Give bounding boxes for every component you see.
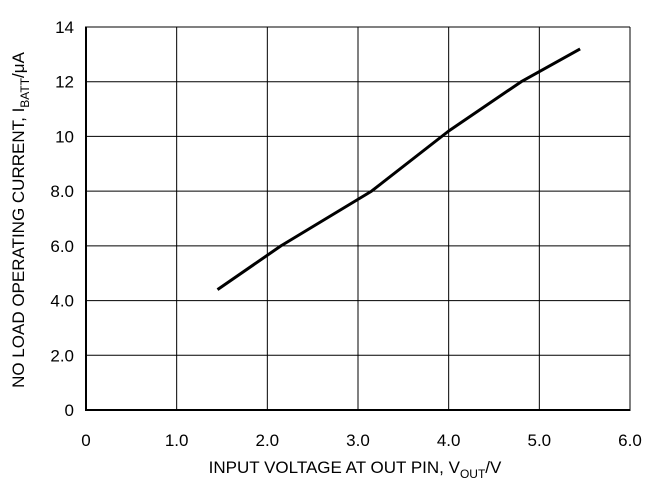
x-tick-label: 2.0	[256, 431, 280, 450]
y-axis-title-suffix: /μA	[9, 51, 28, 78]
y-tick-label: 4.0	[50, 292, 74, 311]
x-tick-labels: 0 1.0 2.0 3.0 4.0 5.0 6.0	[81, 431, 642, 450]
y-tick-label: 0	[65, 401, 74, 420]
series-line	[216, 47, 581, 291]
x-axis-title: INPUT VOLTAGE AT OUT PIN, VOUT/V	[209, 458, 502, 481]
x-tick-label: 0	[81, 431, 90, 450]
y-tick-label: 6.0	[50, 237, 74, 256]
x-tick-label: 5.0	[528, 431, 552, 450]
y-tick-label: 12	[55, 73, 74, 92]
axes	[85, 26, 631, 411]
y-tick-label: 8.0	[50, 182, 74, 201]
x-tick-label: 4.0	[437, 431, 461, 450]
x-tick-label: 6.0	[618, 431, 642, 450]
y-tick-labels: 0 2.0 4.0 6.0 8.0 10 12 14	[50, 18, 74, 420]
grid	[86, 27, 630, 410]
x-tick-label: 3.0	[346, 431, 370, 450]
x-axis-title-suffix: /V	[485, 458, 502, 477]
y-tick-label: 2.0	[50, 346, 74, 365]
y-tick-label: 14	[55, 18, 74, 37]
x-axis-title-subscript: OUT	[460, 467, 486, 481]
series-layer	[216, 47, 581, 291]
x-tick-label: 1.0	[165, 431, 189, 450]
x-axis-title-main: INPUT VOLTAGE AT OUT PIN, V	[209, 458, 461, 477]
y-axis-title-main: NO LOAD OPERATING CURRENT, I	[9, 108, 28, 388]
y-axis-title: NO LOAD OPERATING CURRENT, IBATT/μA	[9, 51, 32, 388]
y-tick-label: 10	[55, 127, 74, 146]
y-axis-title-subscript: BATT	[18, 77, 32, 107]
